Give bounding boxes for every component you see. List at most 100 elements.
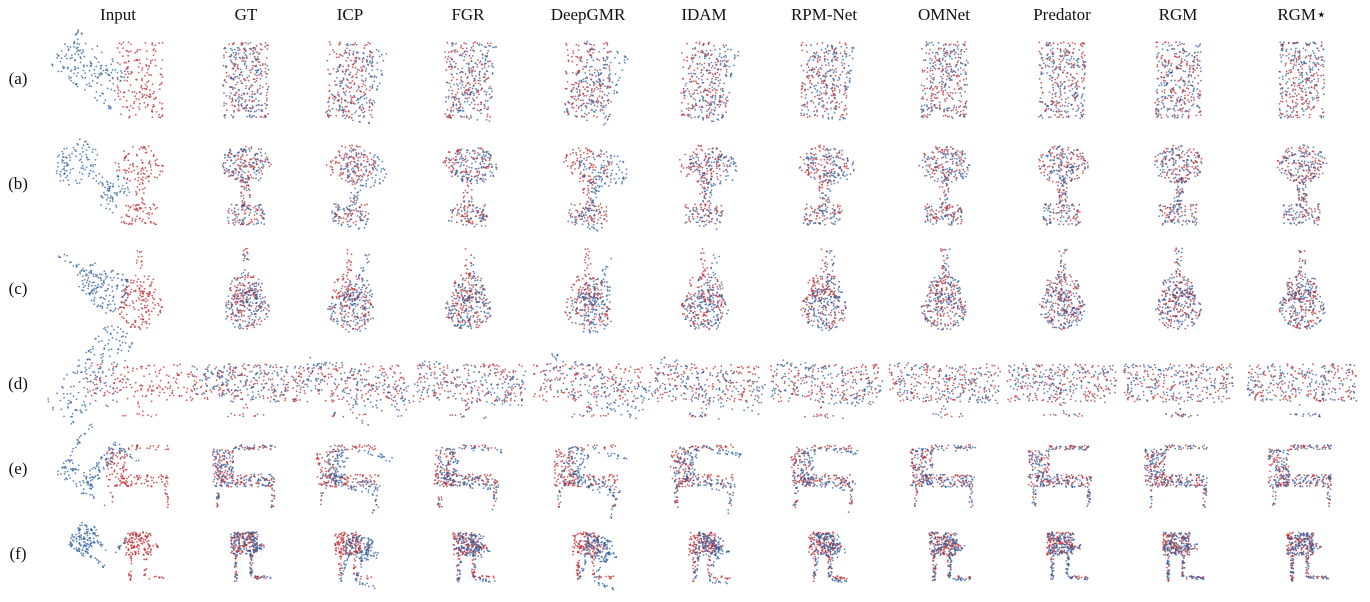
point [960, 73, 962, 76]
point [806, 101, 809, 103]
point [1316, 94, 1319, 97]
point [129, 179, 131, 182]
point [688, 66, 691, 69]
point [1301, 68, 1304, 70]
point [1309, 42, 1311, 45]
point [354, 164, 357, 167]
point [816, 91, 818, 93]
point [1057, 108, 1060, 111]
point [351, 80, 354, 82]
point [470, 116, 472, 119]
point-cloud [222, 41, 270, 119]
point [577, 72, 579, 75]
point [1076, 61, 1079, 64]
point [360, 74, 363, 77]
point [1194, 69, 1196, 72]
point [480, 112, 482, 115]
point [455, 161, 458, 164]
point [818, 94, 821, 97]
point [461, 52, 464, 55]
point [1313, 105, 1316, 108]
point [356, 215, 359, 217]
point [1171, 69, 1174, 72]
point [942, 69, 945, 71]
point [934, 61, 936, 63]
point [468, 166, 471, 169]
point [444, 113, 447, 116]
point [337, 205, 340, 207]
point [360, 169, 363, 172]
point [1186, 62, 1188, 65]
point [359, 215, 361, 218]
point [710, 66, 713, 69]
point [920, 115, 923, 118]
point [711, 73, 714, 75]
point [1294, 42, 1297, 44]
point [240, 209, 243, 211]
point [225, 51, 227, 54]
point [106, 68, 108, 70]
point [1156, 53, 1159, 56]
point [809, 79, 811, 82]
point [691, 76, 694, 78]
point [713, 102, 716, 105]
point [470, 69, 473, 72]
point [591, 91, 593, 94]
point [1320, 41, 1323, 44]
point [958, 106, 960, 108]
point [465, 62, 468, 65]
point [364, 84, 367, 87]
point [844, 104, 847, 107]
point [695, 102, 697, 105]
point [1184, 103, 1186, 105]
point [586, 82, 589, 84]
point [229, 59, 232, 62]
point [948, 63, 951, 65]
point [159, 101, 161, 104]
point [86, 158, 89, 161]
point [375, 174, 377, 177]
point [149, 163, 152, 166]
point [224, 114, 227, 117]
point [332, 217, 334, 220]
point [265, 99, 268, 102]
point [1313, 86, 1316, 88]
point [1291, 89, 1294, 92]
point [265, 115, 267, 118]
point [707, 72, 710, 75]
point [691, 93, 694, 96]
point [577, 98, 580, 100]
point [338, 106, 341, 108]
point [362, 80, 365, 83]
point [1049, 78, 1051, 80]
point [136, 153, 138, 156]
point [1294, 56, 1296, 58]
point [370, 102, 373, 105]
point [944, 55, 947, 58]
point [96, 99, 98, 102]
point [266, 158, 269, 161]
point [599, 69, 601, 71]
point [1081, 57, 1084, 59]
point [455, 42, 457, 45]
point [146, 81, 149, 84]
point [363, 94, 365, 97]
point [1061, 59, 1064, 62]
point [1192, 96, 1195, 99]
point [326, 110, 329, 113]
point [485, 159, 487, 162]
point [236, 81, 239, 84]
point [845, 113, 848, 115]
point [615, 84, 617, 87]
point [448, 89, 450, 92]
point [1082, 109, 1085, 111]
point [463, 91, 466, 94]
point [234, 92, 237, 95]
point [585, 76, 588, 79]
point [706, 78, 709, 81]
point [1309, 81, 1312, 84]
point [845, 55, 848, 58]
point [58, 154, 61, 156]
point [367, 212, 370, 215]
point [843, 108, 846, 111]
